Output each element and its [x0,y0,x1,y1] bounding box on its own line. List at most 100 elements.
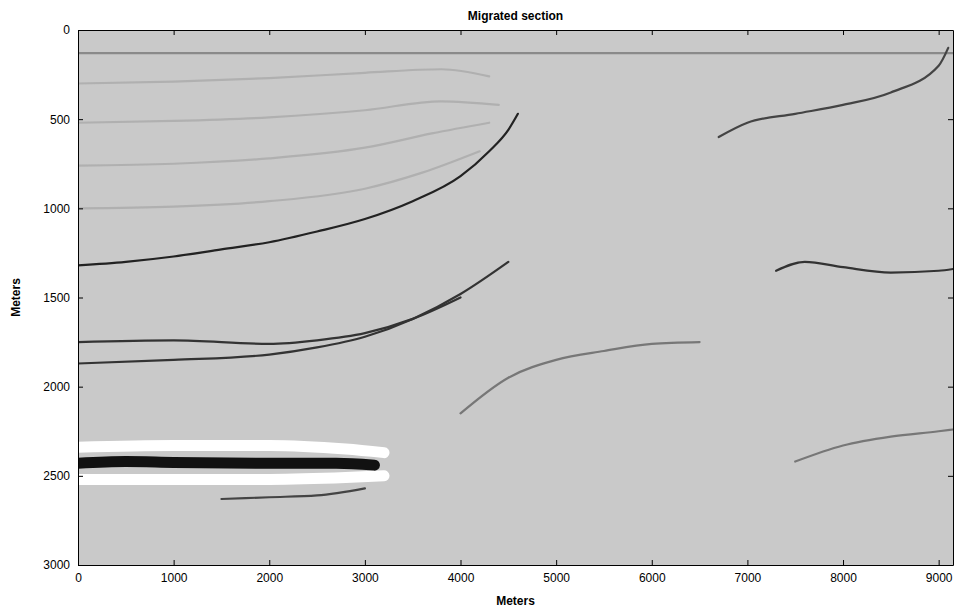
y-tick-mark [78,476,83,477]
x-axis: 0 1000 2000 3000 4000 5000 6000 7000 8000 9000 [75,560,953,585]
y-tick-mark [948,387,953,388]
x-axis-line [79,565,954,566]
x-tick-mark [747,30,748,35]
x-tick-mark [652,30,653,35]
y-tick-right [948,298,953,299]
x-tick-label: 7000 [735,571,762,585]
reflector [78,151,480,208]
x-tick-label: 0 [75,571,82,585]
reflector [221,488,364,499]
reflector [78,69,489,83]
title: Migrated section [468,9,563,23]
y-tick-label: 500 [50,113,70,127]
x-tick-mark [269,560,270,565]
y-tick-mark [78,119,83,120]
x-tick-mark [556,560,557,565]
x-tick-top [174,30,175,35]
x-tick-mark [747,560,748,565]
y-tick-right [948,476,953,477]
x-tick-mark [269,30,270,35]
reflector [78,262,508,364]
y-tick-label: 2500 [43,469,70,483]
y-tick-label: 1500 [43,291,70,305]
y-tick-mark [948,119,953,120]
y-tick-mark [948,476,953,477]
reflector [795,429,953,461]
y-tick-right [948,119,953,120]
x-tick-label: 8000 [830,571,857,585]
x-tick-mark [174,30,175,35]
x-tick-mark [174,560,175,565]
x-tick-label: 2000 [256,571,283,585]
reflector [78,462,374,466]
x-tick: 6000 [639,560,666,585]
x-tick-mark [652,560,653,565]
frame-right [953,31,954,566]
x-tick-mark [843,30,844,35]
y-tick-mark [78,565,83,566]
reflector [78,52,953,54]
y-tick-label: 0 [63,23,70,37]
x-tick: 9000 [926,560,953,585]
x-tick-label: 3000 [352,571,379,585]
y-tick: 500 [50,113,83,127]
x-tick-top [843,30,844,35]
reflector [78,101,499,122]
y-tick-mark [78,298,83,299]
reflectors [78,48,953,499]
reflector [78,114,518,266]
x-tick-mark [461,30,462,35]
y-tick-right [948,387,953,388]
x-tick-mark [843,560,844,565]
reflector [719,48,949,137]
x-tick-top [939,30,940,35]
x-tick: 4000 [448,560,475,585]
reflector [776,262,953,273]
y-tick-right [948,30,953,31]
y-tick-label: 2000 [43,380,70,394]
x-tick: 1000 [161,560,188,585]
y-tick-right [948,565,953,566]
x-tick-mark [365,560,366,565]
x-tick-top [556,30,557,35]
y-tick: 2000 [43,380,83,394]
x-tick: 8000 [830,560,857,585]
x-tick: 3000 [352,560,379,585]
y-tick-mark [948,208,953,209]
x-tick-label: 4000 [448,571,475,585]
x-tick-label: 5000 [543,571,570,585]
x-tick-mark [78,30,79,35]
y-axis-right [948,31,954,566]
y-tick: 2500 [43,469,83,483]
reflector [78,123,489,166]
x-tick-label: 9000 [926,571,953,585]
x-tick-label: 6000 [639,571,666,585]
x-tick-mark [939,30,940,35]
y-tick-label: 1000 [43,202,70,216]
y-tick-label: 3000 [43,558,70,572]
plot: 0 1000 2000 3000 4000 5000 6000 7000 8000 9000 0 50… [43,23,953,584]
x-tick-mark [939,560,940,565]
y-tick-mark [948,565,953,566]
y-axis: 0 500 1000 1500 2000 2500 3000 [43,23,83,572]
frame-top [79,30,954,31]
y-tick: 1500 [43,291,83,305]
x-tick-top [365,30,366,35]
reflector [78,446,384,453]
y-tick-right [948,208,953,209]
y-tick-mark [948,298,953,299]
x-tick-top [652,30,653,35]
chart: 0 1000 2000 3000 4000 5000 6000 7000 8000 9000 0 50… [0,0,957,612]
reflector [461,342,700,413]
x-tick-top [78,30,79,35]
plot-background [78,30,953,565]
x-tick-mark [365,30,366,35]
x-axis-top [79,30,954,35]
x-tick: 2000 [256,560,283,585]
x-tick: 5000 [543,560,570,585]
x-tick-top [269,30,270,35]
x-tick-mark [556,30,557,35]
x-tick-mark [461,560,462,565]
reflector [78,298,461,344]
x-axis-title: Meters [496,594,535,608]
